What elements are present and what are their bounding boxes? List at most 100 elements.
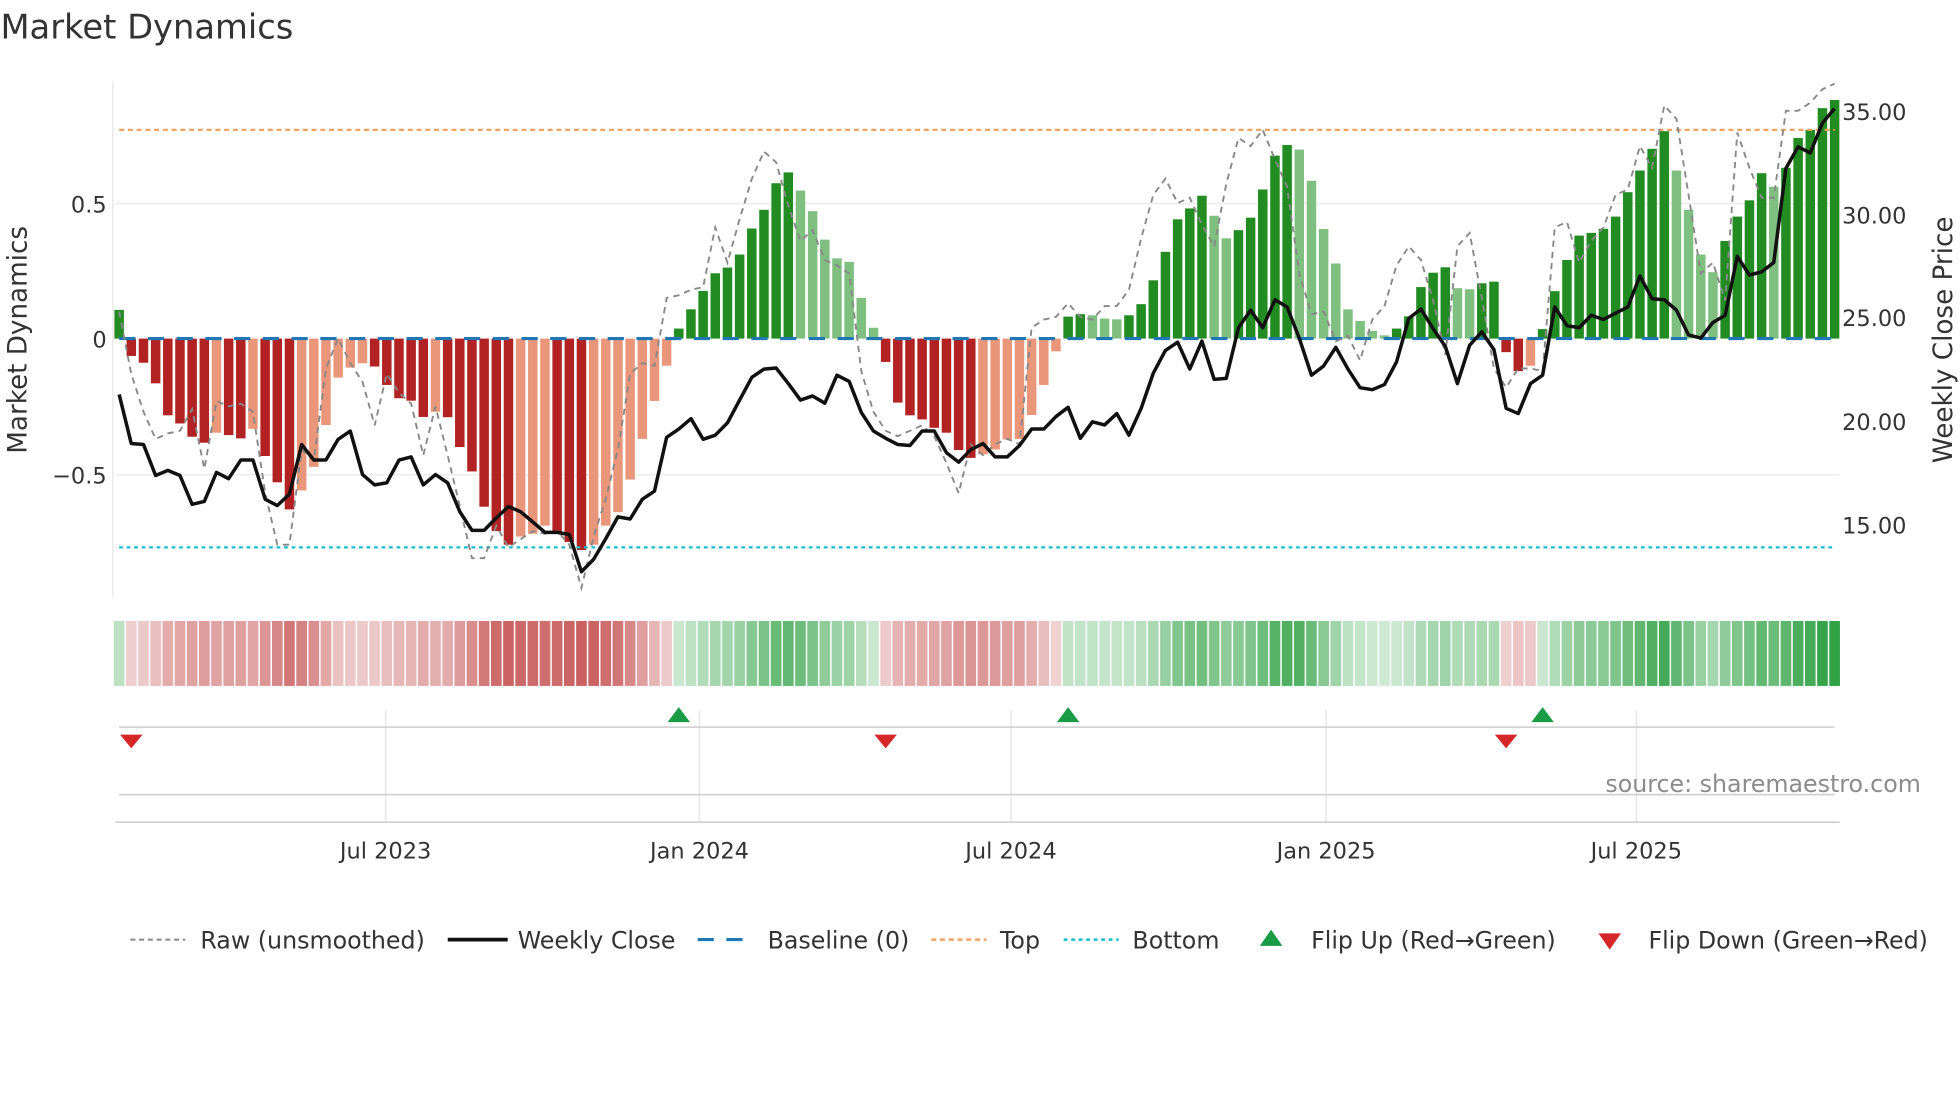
heat-cell (831, 620, 843, 686)
heat-cell (855, 620, 867, 686)
momentum-bar (479, 338, 489, 507)
momentum-bar (625, 338, 635, 480)
momentum-bar (552, 338, 562, 534)
heat-cell (332, 620, 344, 686)
momentum-bar (1781, 167, 1791, 339)
heat-cell (1719, 620, 1731, 686)
heat-cell (198, 620, 210, 686)
momentum-bar (1659, 131, 1670, 339)
momentum-bars (114, 100, 1840, 551)
heat-cell (357, 620, 368, 686)
momentum-bar (966, 338, 976, 458)
heat-cell (1427, 620, 1439, 686)
momentum-bar (1318, 229, 1329, 339)
momentum-bar (333, 338, 343, 378)
heat-cell (1488, 620, 1500, 686)
momentum-bar (1306, 180, 1317, 339)
momentum-bar (1610, 216, 1621, 339)
momentum-bar (710, 273, 721, 339)
heat-cell (1610, 620, 1621, 686)
heat-cell (636, 620, 648, 686)
y-tick-label: −0.5 (52, 464, 107, 490)
heat-cell (916, 620, 928, 686)
legend-item-baseline: Baseline (0) (697, 926, 910, 954)
momentum-bar (747, 228, 757, 339)
momentum-bar (357, 338, 368, 364)
momentum-bar (1355, 320, 1365, 339)
heat-cell (1306, 620, 1317, 686)
heat-cell (1476, 620, 1488, 686)
momentum-bar (467, 338, 477, 472)
momentum-bar (382, 338, 392, 385)
heat-cell (576, 620, 587, 686)
level-lines (119, 128, 1835, 549)
legend-label: Weekly Close (518, 926, 676, 954)
heat-cell (1172, 620, 1183, 686)
y-right-tick-label: 25.00 (1842, 306, 1906, 332)
heat-cell (320, 620, 332, 686)
momentum-bar (1282, 145, 1292, 339)
momentum-bar (576, 338, 587, 551)
y-right-axis-label: Weekly Close Price (1929, 217, 1959, 464)
momentum-bar (759, 209, 769, 339)
momentum-bar (1245, 217, 1256, 339)
momentum-bar (1160, 251, 1171, 339)
heat-cell (746, 620, 758, 686)
heat-cell (150, 620, 161, 686)
heat-cell (1634, 620, 1646, 686)
y-right-tick-label: 15.00 (1842, 514, 1906, 540)
momentum-bar (442, 338, 453, 418)
heat-cell (1695, 620, 1707, 686)
heat-cell (843, 620, 855, 686)
heat-cell (600, 620, 612, 686)
heat-cell (1768, 620, 1780, 686)
heat-cell (478, 620, 490, 686)
heat-cell (381, 620, 393, 686)
momentum-bar (1647, 148, 1657, 339)
heat-cell (1780, 620, 1792, 686)
momentum-bar (868, 327, 879, 339)
heat-cell (758, 620, 770, 686)
heat-cell (1817, 620, 1828, 686)
heat-cell (259, 620, 271, 686)
momentum-bar (649, 338, 660, 401)
momentum-bar (698, 290, 708, 339)
legend-label: Flip Up (Red→Green) (1311, 926, 1556, 954)
momentum-bar (1817, 108, 1828, 339)
momentum-bar (1635, 170, 1645, 339)
momentum-bar (1209, 215, 1219, 339)
momentum-bar (1014, 338, 1025, 439)
momentum-bar (321, 338, 331, 426)
heat-cell (527, 620, 539, 686)
heat-cell (1512, 620, 1524, 686)
heat-cell (1026, 620, 1037, 686)
momentum-bar (126, 338, 137, 356)
triangle-up-icon (1259, 929, 1283, 946)
heat-cell (1281, 620, 1293, 686)
heat-cell (223, 620, 234, 686)
heat-cell (1744, 620, 1755, 686)
heat-cell (162, 620, 174, 686)
momentum-bar (114, 309, 124, 339)
heat-cell (1391, 620, 1402, 686)
heat-cell (868, 620, 879, 686)
momentum-bar (905, 338, 915, 416)
heat-cell (1683, 620, 1694, 686)
heat-cell (1707, 620, 1719, 686)
triangle-down-icon (1598, 933, 1621, 950)
momentum-bar (1404, 316, 1414, 339)
momentum-bar (941, 338, 952, 433)
momentum-bar (248, 338, 258, 429)
momentum-bar (503, 338, 514, 545)
heat-cell (1196, 620, 1208, 686)
y-tick-label: 0.5 (71, 192, 107, 218)
heat-cell (1500, 620, 1512, 686)
heat-cell (1792, 620, 1804, 686)
heat-cell (174, 620, 186, 686)
legend-item-close: Weekly Close (447, 926, 676, 954)
momentum-bar (734, 254, 745, 339)
heat-cell (977, 620, 989, 686)
momentum-bar (1793, 137, 1803, 339)
legend-label: Baseline (0) (768, 926, 910, 954)
heat-cell (1646, 620, 1658, 686)
